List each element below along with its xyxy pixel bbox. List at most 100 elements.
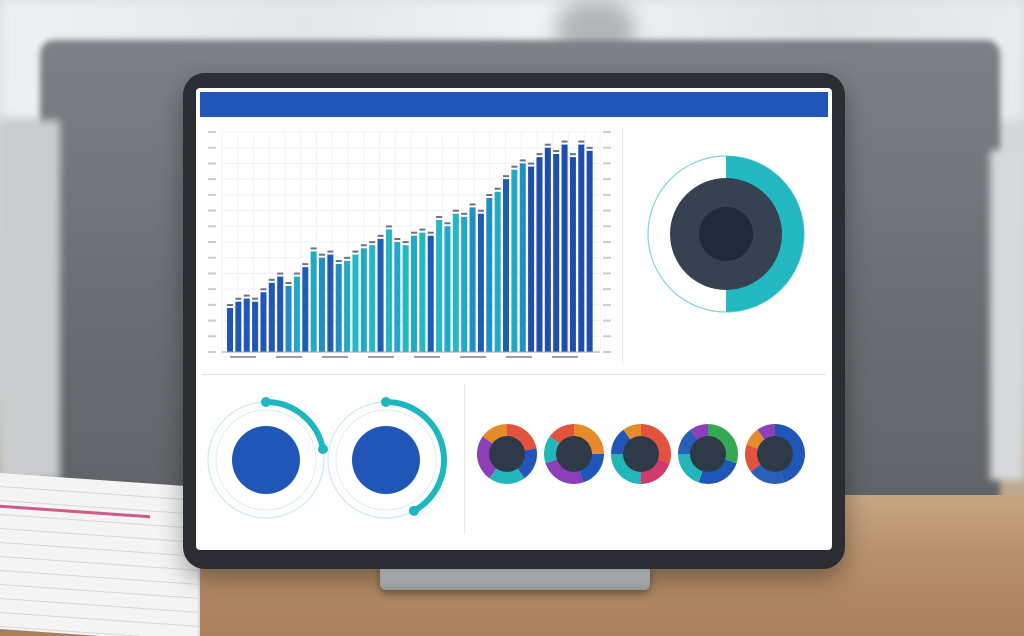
bar-chart — [208, 131, 611, 358]
mini-donut-chart — [678, 424, 738, 484]
bar-value-label — [360, 244, 367, 247]
bar — [302, 267, 309, 352]
donut-chart-panel — [626, 124, 826, 374]
bar-value-label — [302, 263, 309, 266]
bar — [578, 144, 585, 352]
y-axis-tick-right — [603, 209, 611, 212]
bar-value-label — [335, 260, 342, 262]
mini-donut-hole — [623, 436, 659, 472]
gauge-progress-arc — [263, 399, 326, 453]
bar-value-label — [411, 231, 418, 234]
bar-value-label — [452, 209, 459, 212]
bar — [260, 292, 267, 352]
panel-divider-horizontal — [202, 374, 826, 375]
y-axis-tick — [208, 209, 216, 212]
bar — [360, 248, 367, 352]
bar — [243, 298, 250, 352]
bar-chart-panel — [206, 124, 616, 364]
bar — [452, 213, 459, 352]
mini-donut-hole — [556, 436, 592, 472]
y-axis-tick — [208, 288, 216, 291]
bar — [344, 260, 351, 352]
gauge-handle — [381, 397, 391, 407]
bar — [519, 163, 526, 352]
y-axis-tick-right — [603, 131, 611, 133]
bar-value-label — [252, 297, 259, 300]
bar-value-label — [586, 146, 593, 149]
bar-value-label — [544, 143, 551, 146]
bar — [427, 235, 434, 352]
gauge-handle — [261, 397, 271, 407]
y-axis-tick-right — [603, 225, 611, 228]
y-axis-tick — [208, 272, 216, 275]
mini-donut-card — [608, 414, 674, 524]
bar-value-label — [436, 216, 443, 218]
bar — [327, 254, 334, 352]
gauge-handle — [408, 505, 419, 516]
y-axis-tick-right — [603, 193, 611, 196]
bar — [436, 220, 443, 352]
bar — [394, 242, 401, 352]
bar — [486, 198, 493, 352]
gauge-center — [352, 426, 420, 494]
bar — [444, 226, 451, 352]
y-axis-tick — [208, 241, 216, 243]
bar-value-label — [293, 272, 300, 275]
bar — [569, 157, 576, 352]
bar — [411, 235, 418, 352]
bar — [503, 179, 510, 352]
bar — [285, 286, 292, 352]
y-axis-tick — [208, 178, 216, 181]
bar — [461, 216, 468, 352]
bar — [252, 301, 259, 352]
gauge-track — [335, 409, 437, 511]
bar-value-label — [553, 150, 560, 152]
y-axis-tick-right — [603, 178, 611, 181]
donut-hole — [699, 207, 753, 261]
bar-value-label — [227, 304, 234, 306]
mini-donut-card — [675, 414, 741, 524]
bar-value-label — [503, 175, 510, 178]
bar-value-label — [268, 278, 275, 281]
x-axis-tick-label — [368, 356, 394, 358]
bar — [319, 257, 326, 352]
background-shelf-left — [0, 120, 60, 480]
y-axis-tick-right — [603, 335, 611, 338]
bar-value-label — [528, 162, 535, 165]
bar — [419, 232, 426, 352]
bar-value-label — [494, 187, 501, 190]
dashboard-header — [200, 92, 828, 117]
bar-value-label — [327, 250, 334, 253]
bar — [377, 238, 384, 352]
bar — [277, 276, 284, 352]
bar — [385, 229, 392, 352]
bar — [544, 147, 551, 352]
bar-value-label — [578, 140, 585, 143]
y-axis-tick — [208, 303, 216, 306]
bar-value-label — [243, 294, 250, 297]
mini-donut-card — [474, 414, 540, 524]
y-axis-tick-right — [603, 303, 611, 306]
x-axis-tick-label — [460, 356, 486, 358]
bar — [227, 308, 234, 352]
mini-donut-chart — [477, 424, 537, 484]
bar — [369, 245, 376, 352]
y-axis-tick — [208, 162, 216, 165]
bar — [268, 282, 275, 352]
bar-value-label — [377, 234, 384, 237]
bar — [477, 213, 484, 352]
y-axis-tick-right — [603, 146, 611, 149]
mini-donut-card — [742, 414, 808, 524]
bar-value-label — [486, 194, 493, 196]
mini-donut-chart — [544, 424, 604, 484]
y-axis-tick — [208, 319, 216, 322]
y-axis-tick-right — [603, 288, 611, 291]
bar — [310, 251, 317, 352]
donut-multiples-panel — [468, 380, 828, 540]
bar-value-label — [394, 238, 401, 240]
y-axis-tick-right — [603, 351, 611, 353]
bar-value-label — [477, 209, 484, 212]
background-shelf-right — [990, 150, 1024, 480]
tablet-screen — [196, 88, 832, 550]
gauge-handle — [317, 444, 328, 455]
